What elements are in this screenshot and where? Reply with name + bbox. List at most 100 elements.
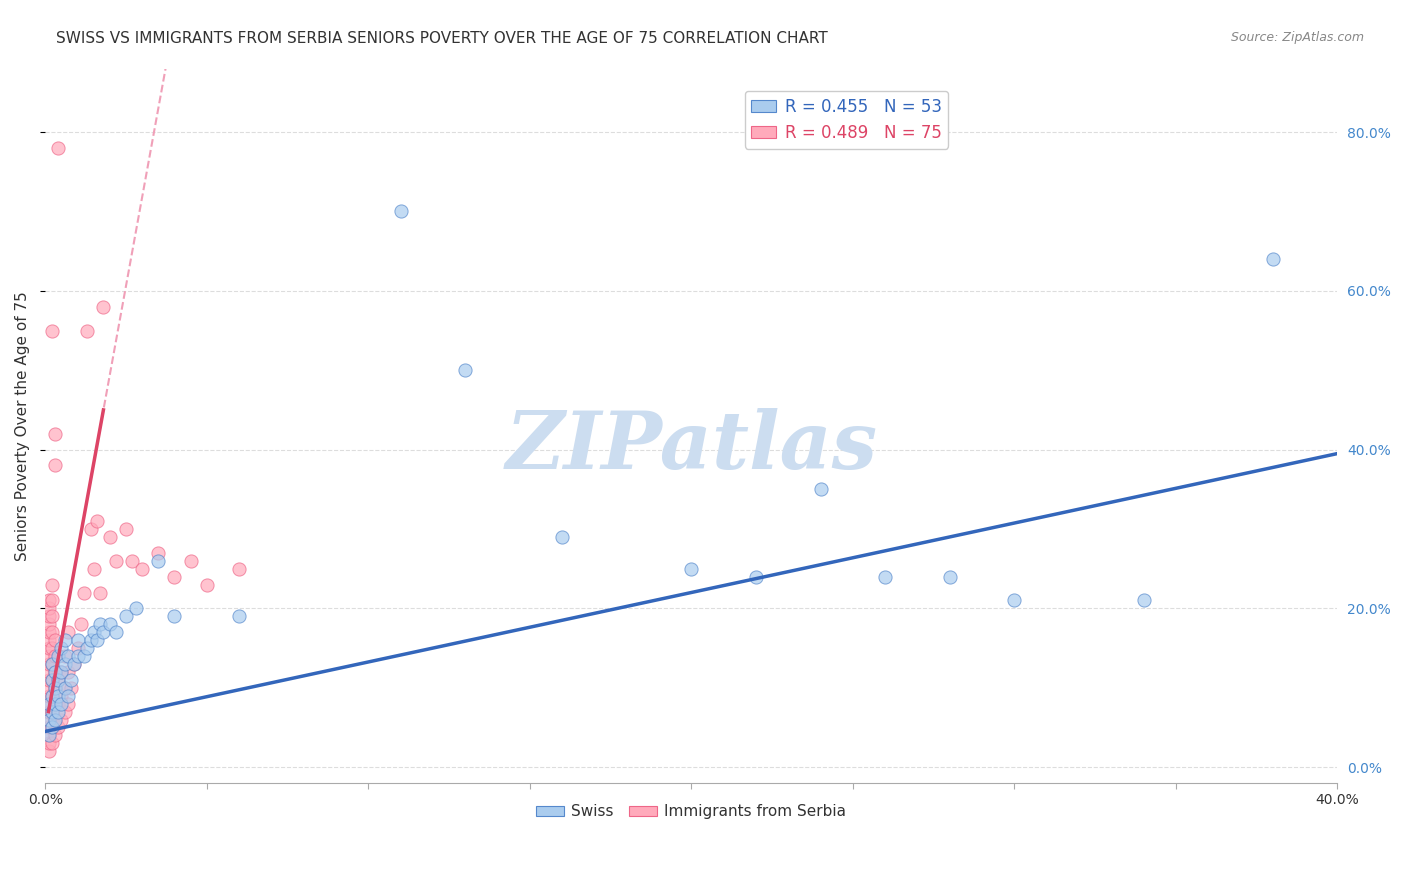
- Text: SWISS VS IMMIGRANTS FROM SERBIA SENIORS POVERTY OVER THE AGE OF 75 CORRELATION C: SWISS VS IMMIGRANTS FROM SERBIA SENIORS …: [56, 31, 828, 46]
- Point: [44, 665, 66, 679]
- Point: [454, 363, 477, 377]
- Point: [98, 530, 121, 544]
- Legend: Swiss, Immigrants from Serbia: Swiss, Immigrants from Serbia: [530, 798, 852, 825]
- Point: [148, 554, 170, 568]
- Point: [105, 554, 128, 568]
- Point: [121, 554, 143, 568]
- Point: [38, 665, 60, 679]
- Point: [46, 648, 69, 663]
- Point: [115, 522, 138, 536]
- Point: [46, 697, 69, 711]
- Point: [73, 585, 96, 599]
- Point: [51, 713, 73, 727]
- Point: [131, 562, 153, 576]
- Point: [41, 705, 63, 719]
- Point: [38, 728, 60, 742]
- Point: [53, 657, 76, 671]
- Point: [51, 641, 73, 656]
- Point: [38, 601, 60, 615]
- Point: [56, 648, 79, 663]
- Point: [41, 689, 63, 703]
- Point: [46, 689, 69, 703]
- Point: [46, 721, 69, 735]
- Point: [56, 665, 79, 679]
- Point: [38, 713, 60, 727]
- Point: [38, 673, 60, 687]
- Point: [51, 697, 73, 711]
- Point: [41, 609, 63, 624]
- Point: [38, 689, 60, 703]
- Point: [41, 673, 63, 687]
- Point: [38, 713, 60, 727]
- Point: [38, 721, 60, 735]
- Point: [76, 324, 98, 338]
- Point: [44, 458, 66, 473]
- Point: [93, 625, 115, 640]
- Point: [51, 665, 73, 679]
- Point: [93, 300, 115, 314]
- Point: [44, 713, 66, 727]
- Point: [86, 633, 108, 648]
- Point: [76, 641, 98, 656]
- Point: [125, 601, 148, 615]
- Y-axis label: Seniors Poverty Over the Age of 75: Seniors Poverty Over the Age of 75: [15, 291, 30, 561]
- Point: [180, 554, 202, 568]
- Point: [38, 617, 60, 632]
- Point: [389, 204, 412, 219]
- Point: [44, 665, 66, 679]
- Point: [38, 728, 60, 742]
- Point: [38, 657, 60, 671]
- Point: [38, 625, 60, 640]
- Point: [38, 744, 60, 758]
- Point: [195, 577, 218, 591]
- Point: [41, 657, 63, 671]
- Point: [60, 681, 83, 695]
- Point: [38, 697, 60, 711]
- Point: [60, 673, 83, 687]
- Point: [44, 426, 66, 441]
- Point: [41, 641, 63, 656]
- Point: [38, 593, 60, 607]
- Point: [98, 617, 121, 632]
- Point: [228, 562, 250, 576]
- Point: [939, 569, 962, 583]
- Point: [148, 546, 170, 560]
- Point: [105, 625, 128, 640]
- Point: [41, 324, 63, 338]
- Point: [745, 569, 768, 583]
- Point: [83, 625, 105, 640]
- Point: [38, 641, 60, 656]
- Point: [875, 569, 897, 583]
- Point: [551, 530, 574, 544]
- Point: [38, 609, 60, 624]
- Point: [44, 648, 66, 663]
- Point: [56, 697, 79, 711]
- Point: [38, 633, 60, 648]
- Point: [41, 625, 63, 640]
- Point: [44, 633, 66, 648]
- Point: [56, 689, 79, 703]
- Point: [163, 569, 186, 583]
- Point: [83, 562, 105, 576]
- Point: [38, 705, 60, 719]
- Point: [56, 625, 79, 640]
- Point: [53, 648, 76, 663]
- Point: [69, 617, 91, 632]
- Point: [86, 514, 108, 528]
- Point: [38, 681, 60, 695]
- Text: ZIPatlas: ZIPatlas: [505, 409, 877, 486]
- Point: [38, 697, 60, 711]
- Point: [89, 617, 111, 632]
- Point: [46, 141, 69, 155]
- Point: [73, 648, 96, 663]
- Point: [46, 673, 69, 687]
- Point: [41, 721, 63, 735]
- Point: [79, 633, 101, 648]
- Point: [1002, 593, 1025, 607]
- Point: [44, 713, 66, 727]
- Point: [89, 585, 111, 599]
- Point: [53, 681, 76, 695]
- Point: [66, 633, 89, 648]
- Point: [41, 577, 63, 591]
- Point: [79, 522, 101, 536]
